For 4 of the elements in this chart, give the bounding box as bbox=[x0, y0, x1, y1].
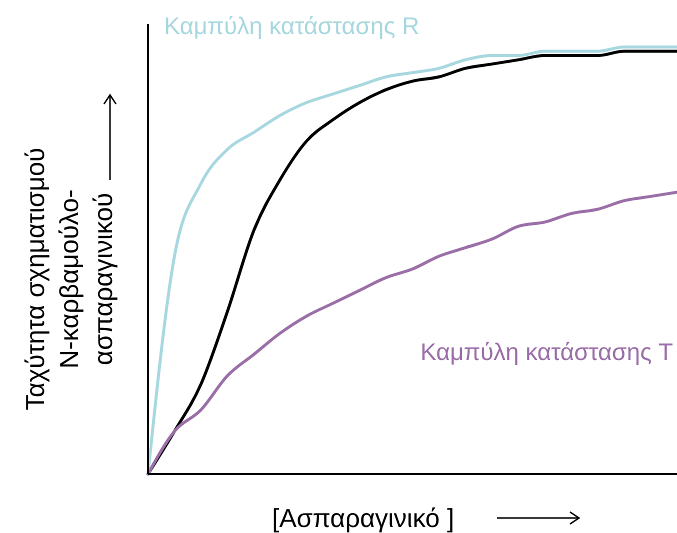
text: Καμπύλη κατάστασης T bbox=[420, 339, 674, 366]
x-axis-title: [Ασπαραγινικό ] bbox=[272, 503, 454, 533]
series-label: Καμπύλη κατάστασης R bbox=[164, 13, 420, 40]
y-axis-title: Ταχύτητα σχηματισμού N-καρβαμούλο-ασπαραγινικού bbox=[20, 148, 118, 410]
